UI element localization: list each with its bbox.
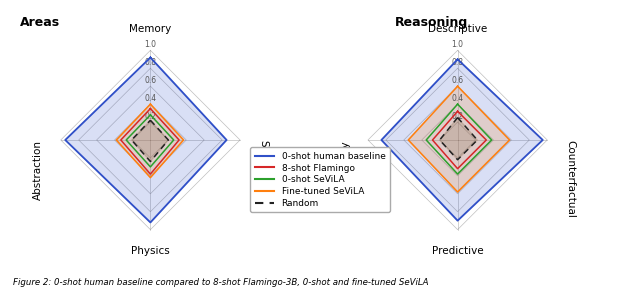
Text: 0.2: 0.2 (145, 112, 156, 121)
Text: 0.2: 0.2 (452, 112, 463, 121)
Polygon shape (408, 86, 509, 192)
Text: Abstraction: Abstraction (33, 140, 42, 200)
Text: Semantics: Semantics (259, 140, 268, 195)
Text: 0.6: 0.6 (452, 76, 463, 85)
Text: Counterfactual: Counterfactual (566, 140, 575, 218)
Text: Predictive: Predictive (432, 246, 483, 256)
Polygon shape (132, 120, 168, 162)
Text: 0.6: 0.6 (145, 76, 156, 85)
Text: 0.8: 0.8 (145, 58, 156, 67)
Polygon shape (440, 117, 477, 160)
Text: 1.0: 1.0 (452, 41, 463, 50)
Text: Descriptive: Descriptive (428, 24, 487, 34)
Text: Areas: Areas (20, 16, 61, 29)
Text: 0.4: 0.4 (452, 94, 463, 103)
Text: Reasoning: Reasoning (395, 16, 468, 29)
Text: Physics: Physics (131, 246, 170, 256)
Text: Figure 2: 0-shot human baseline compared to 8-shot Flamingo-3B, 0-shot and fine-: Figure 2: 0-shot human baseline compared… (13, 278, 428, 287)
Text: 0.8: 0.8 (452, 58, 463, 67)
Polygon shape (65, 57, 227, 222)
Text: Memory: Memory (129, 24, 172, 34)
Legend: 0-shot human baseline, 8-shot Flamingo, 0-shot SeViLA, Fine-tuned SeViLA, Random: 0-shot human baseline, 8-shot Flamingo, … (250, 147, 390, 212)
Text: 0.4: 0.4 (145, 94, 156, 103)
Polygon shape (381, 59, 543, 221)
Text: Explanatory: Explanatory (340, 140, 349, 203)
Text: 1.0: 1.0 (145, 41, 156, 50)
Polygon shape (116, 104, 184, 178)
